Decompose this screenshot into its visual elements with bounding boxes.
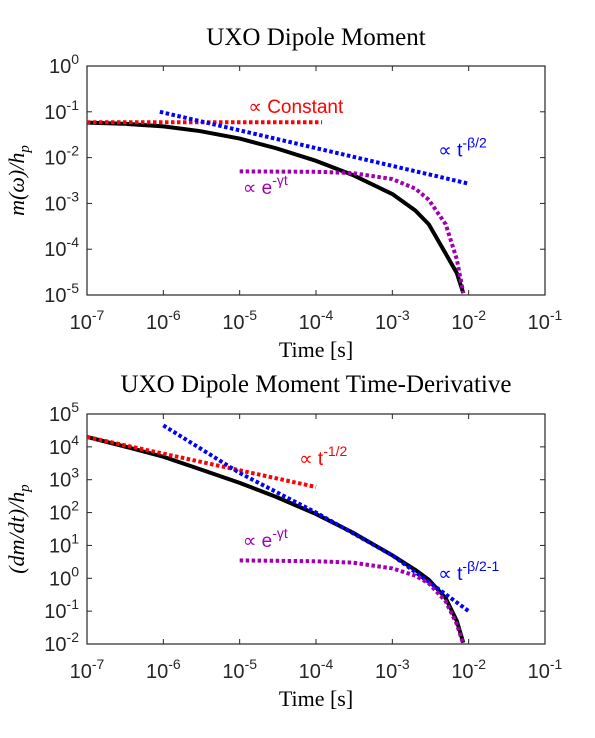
annotation-label: ∝ e-γt [243,172,288,199]
x-tick-label: 10-7 [70,656,105,683]
series-data-line [87,120,466,294]
x-tick-label: 10-6 [146,307,181,334]
y-axis-label: m(ω)/hp [4,145,33,216]
x-tick-label: 10-5 [222,656,257,683]
y-axis-label: (dm/dt)/hp [4,484,33,574]
y-tick-label: 10-2 [44,143,79,170]
y-tick-label: 104 [49,432,79,459]
x-tick-label: 10-6 [146,656,181,683]
x-tick-label: 10-2 [451,307,486,334]
annotation-label: ∝ t-β/2-1 [438,558,499,585]
y-tick-label: 10-3 [44,188,79,215]
x-tick-label: 10-2 [451,656,486,683]
y-tick-label: 102 [49,498,79,525]
y-tick-label: 100 [49,563,79,590]
annotation-label: ∝ t-1/2 [299,443,347,470]
y-tick-label: 101 [49,530,79,557]
x-tick-label: 10-4 [299,307,334,334]
y-tick-label: 100 [49,51,79,78]
chart-1: UXO Dipole Moment Time [s] m(ω)/hp 10-7 10-6… [4,24,563,362]
annotation-label: ∝ t-β/2 [438,135,487,162]
series-fit-line [162,423,470,613]
chart-2: UXO Dipole Moment Time-Derivative Time [s… [4,371,563,711]
x-tick-label: 10-7 [70,307,105,334]
y-tick-label: 10-1 [44,97,79,124]
y-tick-label: 10-2 [44,629,79,656]
series-fit-line [239,558,466,644]
y-tick-label: 103 [49,465,79,492]
x-tick-label: 10-3 [375,307,410,334]
x-tick-label: 10-1 [528,656,563,683]
annotation-label: ∝ Constant [248,97,344,118]
y-tick-label: 10-4 [44,234,79,261]
annotation-label: ∝ e-γt [243,525,288,552]
x-tick-label: 10-5 [222,307,257,334]
y-tick-label: 10-5 [44,280,79,307]
chart-title: UXO Dipole Moment [206,24,425,51]
x-tick-label: 10-4 [299,656,334,683]
x-axis-label: Time [s] [279,337,353,362]
series-fit-line [159,109,470,186]
y-tick-label: 10-1 [44,596,79,623]
y-tick-label: 105 [49,399,79,426]
chart-title: UXO Dipole Moment Time-Derivative [121,371,512,398]
series-fit-line [239,169,466,294]
series-fit-line [87,435,317,489]
x-axis-label: Time [s] [279,686,353,711]
x-tick-label: 10-1 [528,307,563,334]
series-data-line [87,435,466,644]
x-tick-label: 10-3 [375,656,410,683]
